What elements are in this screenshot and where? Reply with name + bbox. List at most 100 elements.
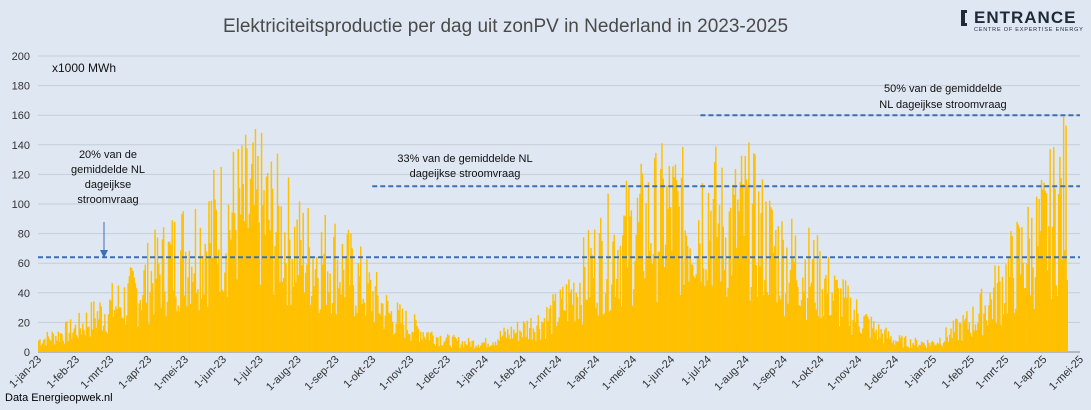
bar xyxy=(580,304,582,352)
bar xyxy=(746,184,749,352)
bar xyxy=(540,339,542,352)
bar xyxy=(244,134,247,352)
bar xyxy=(886,338,889,352)
bar xyxy=(99,302,101,352)
x-tick-label: 1-jan-23 xyxy=(7,354,44,391)
bar xyxy=(940,344,942,352)
bar xyxy=(314,269,317,352)
bar xyxy=(1050,299,1053,352)
bar xyxy=(44,338,46,352)
bar xyxy=(946,336,949,352)
chart-title: Elektriciteitsproductie per dag uit zonP… xyxy=(222,16,789,37)
bar xyxy=(344,297,346,352)
bar xyxy=(887,331,890,352)
bar xyxy=(611,284,613,352)
bar xyxy=(530,317,532,352)
bar xyxy=(647,182,650,352)
bar xyxy=(846,297,848,352)
bar xyxy=(843,297,846,352)
bar xyxy=(1038,199,1040,352)
bar xyxy=(750,287,753,352)
bar xyxy=(686,245,689,352)
bar xyxy=(793,261,795,352)
bar xyxy=(260,132,263,352)
bar xyxy=(273,294,275,352)
bar xyxy=(678,206,680,352)
bar xyxy=(1043,182,1045,352)
bar xyxy=(766,292,769,352)
bar xyxy=(566,321,569,352)
bar xyxy=(700,281,702,352)
bar xyxy=(307,208,309,352)
annotation-1-line-3: dageijkse xyxy=(85,179,131,191)
bar xyxy=(475,345,477,352)
bar xyxy=(217,249,220,352)
bar xyxy=(336,259,339,352)
bar xyxy=(602,314,604,352)
bar xyxy=(619,245,622,352)
bar xyxy=(133,277,135,352)
bar xyxy=(521,337,524,352)
bar xyxy=(1002,314,1005,352)
bar xyxy=(936,342,939,352)
bar xyxy=(368,272,371,352)
bar xyxy=(158,263,160,352)
bar xyxy=(175,296,177,352)
bar xyxy=(778,295,781,352)
bar xyxy=(137,326,139,352)
bar xyxy=(745,179,748,352)
bar xyxy=(879,337,881,352)
bar xyxy=(993,287,995,352)
bar xyxy=(816,235,819,352)
bar xyxy=(595,307,597,352)
bar xyxy=(979,293,982,352)
bar xyxy=(826,293,829,352)
bar xyxy=(952,320,955,352)
bar xyxy=(322,264,324,352)
bar xyxy=(356,312,358,352)
y-tick-80: 80 xyxy=(18,229,30,241)
bar xyxy=(194,208,197,352)
bar xyxy=(355,305,357,352)
y-tick-140: 140 xyxy=(12,140,30,152)
logo-name: ENTRANCE xyxy=(974,8,1077,27)
bar xyxy=(205,251,208,352)
bar xyxy=(431,331,433,352)
bar xyxy=(437,337,439,352)
bar xyxy=(531,339,533,352)
bar xyxy=(95,327,98,352)
bar xyxy=(110,300,112,352)
bar xyxy=(960,323,962,352)
bar xyxy=(947,341,950,352)
bar xyxy=(1017,224,1020,352)
bar xyxy=(644,278,646,352)
bar xyxy=(568,279,570,352)
bar xyxy=(576,296,579,352)
bar xyxy=(742,184,744,352)
bar xyxy=(557,322,559,352)
bar xyxy=(488,346,491,352)
bar xyxy=(1015,308,1017,352)
bar xyxy=(925,347,928,352)
bar xyxy=(880,329,882,352)
bar xyxy=(656,301,658,352)
bar xyxy=(432,335,434,352)
bar xyxy=(760,213,762,352)
bar xyxy=(433,343,435,352)
bar xyxy=(944,341,946,352)
bar xyxy=(761,179,764,352)
bar xyxy=(247,227,249,352)
bar xyxy=(859,332,862,352)
bar xyxy=(204,243,206,352)
bar xyxy=(1026,263,1028,352)
bar xyxy=(503,327,505,352)
bar xyxy=(728,211,731,352)
bar xyxy=(511,338,514,352)
bar xyxy=(374,286,377,352)
bar xyxy=(386,300,389,352)
bar xyxy=(162,227,165,352)
bar xyxy=(677,190,679,352)
bar xyxy=(694,278,696,352)
bar xyxy=(570,289,573,352)
